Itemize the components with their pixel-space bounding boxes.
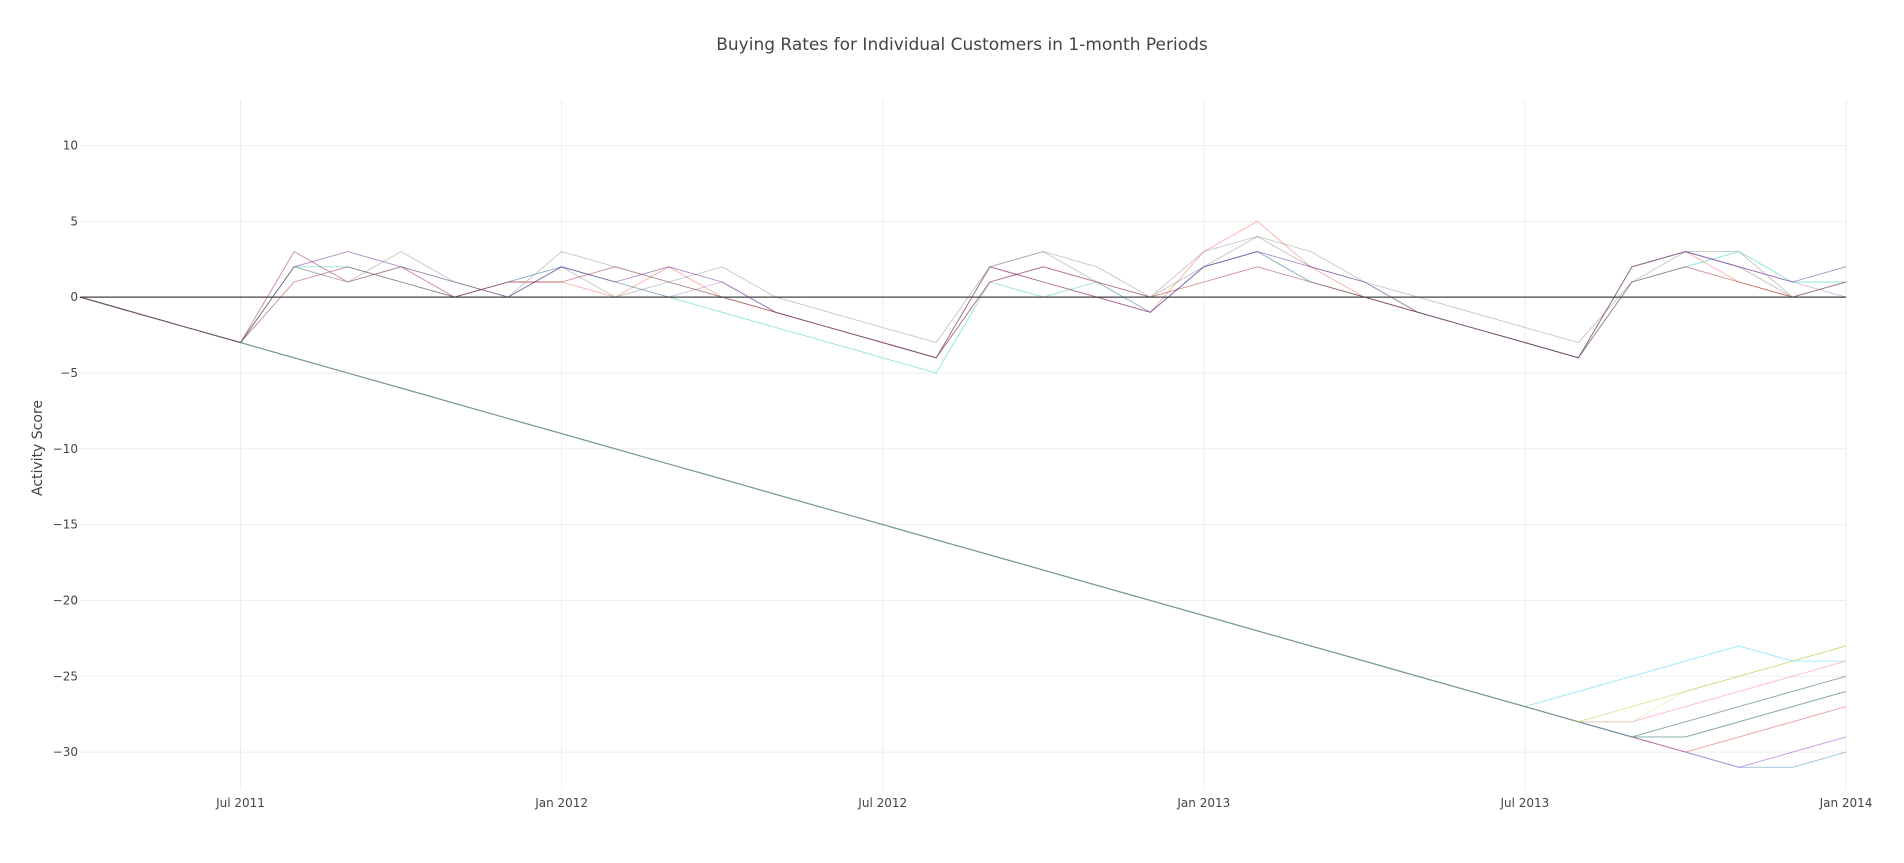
customer-series-line-14 bbox=[79, 296, 1847, 738]
y-axis-title: Activity Score bbox=[30, 400, 46, 496]
y-tick-label: −15 bbox=[53, 518, 78, 532]
customer-series-line-17 bbox=[79, 296, 1847, 738]
y-tick-label: −5 bbox=[60, 366, 78, 380]
customer-series-line-13 bbox=[79, 251, 1847, 359]
series-lines bbox=[79, 220, 1847, 768]
y-tick-label: 5 bbox=[70, 214, 78, 228]
y-tick-label: −25 bbox=[53, 669, 78, 683]
x-tick-label: Jul 2012 bbox=[857, 796, 907, 810]
customer-series-line-2 bbox=[79, 220, 1846, 359]
customer-series-line-18 bbox=[79, 266, 1847, 359]
x-tick-label: Jan 2012 bbox=[534, 796, 588, 810]
y-tick-label: −10 bbox=[53, 442, 78, 456]
customer-series-line-9 bbox=[79, 236, 1847, 344]
customer-series-line-16 bbox=[79, 296, 1847, 723]
x-tick-label: Jul 2013 bbox=[1499, 796, 1549, 810]
customer-series-line-12 bbox=[79, 296, 1847, 738]
grid-layer bbox=[80, 100, 1847, 790]
customer-series-line-15 bbox=[79, 296, 1847, 768]
customer-series-line-11 bbox=[79, 296, 1847, 753]
tick-labels: 10 5 0 −5 −10 −15 −20 −25 −30 Jul 2011 Jan 2012 Jul… bbox=[53, 138, 1873, 810]
x-tick-label: Jan 2013 bbox=[1176, 796, 1230, 810]
y-tick-label: −20 bbox=[53, 593, 78, 607]
customer-series-line-20 bbox=[79, 236, 1847, 359]
y-tick-label: −30 bbox=[53, 745, 78, 759]
customer-series-line-7 bbox=[79, 296, 1847, 723]
customer-series-line-19 bbox=[79, 251, 1847, 359]
customer-series-line-5 bbox=[79, 296, 1847, 738]
customer-series-line-10 bbox=[79, 296, 1847, 768]
x-tick-label: Jan 2014 bbox=[1819, 796, 1873, 810]
chart-title: Buying Rates for Individual Customers in… bbox=[716, 35, 1208, 55]
customer-series-line-8 bbox=[79, 296, 1847, 723]
y-tick-label: 0 bbox=[70, 290, 78, 304]
x-tick-label: Jul 2011 bbox=[215, 796, 265, 810]
customer-series-line-4 bbox=[79, 296, 1847, 738]
customer-series-line-1 bbox=[79, 296, 1847, 768]
y-tick-label: 10 bbox=[63, 138, 78, 152]
customer-series-line-3 bbox=[79, 251, 1846, 374]
customer-series-line-6 bbox=[79, 296, 1846, 708]
